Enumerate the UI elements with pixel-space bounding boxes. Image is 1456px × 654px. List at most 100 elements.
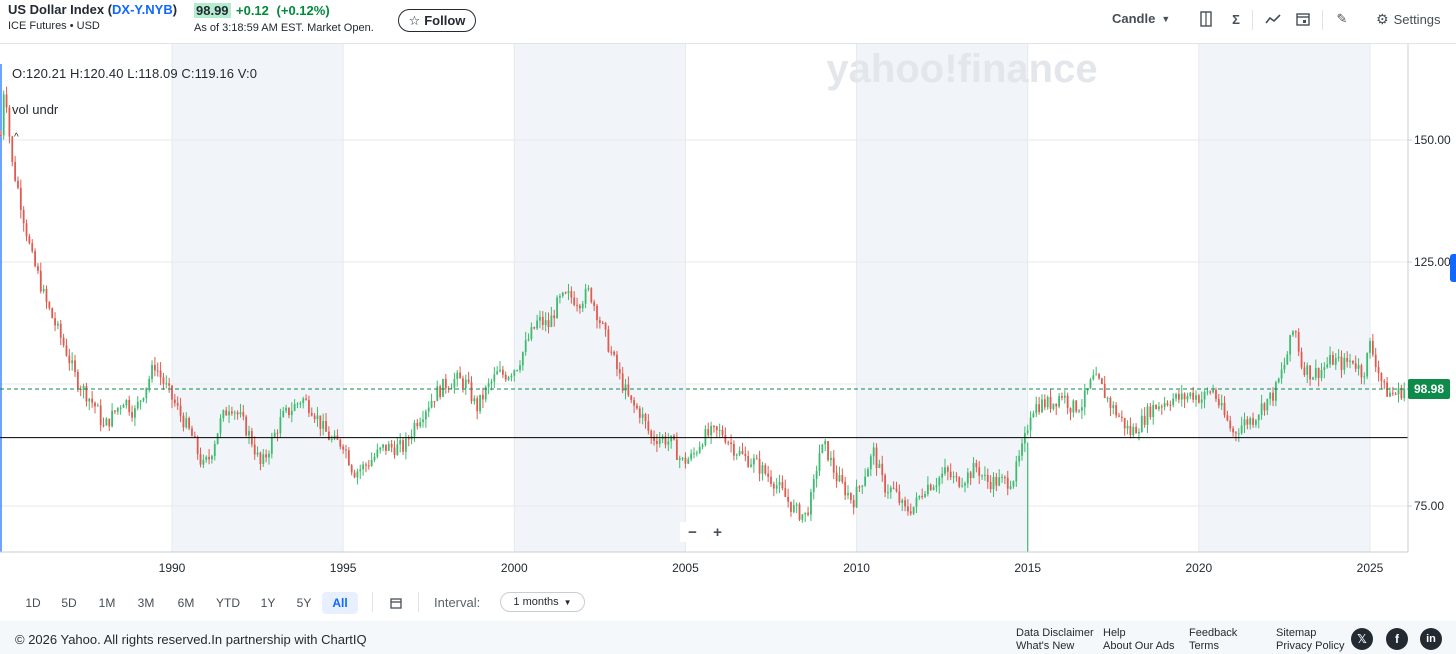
candle-body [216,433,219,445]
drawing-icon[interactable] [1264,9,1282,29]
chart-type-dropdown[interactable]: Candle ▼ [1112,11,1170,26]
linkedin-icon[interactable]: in [1420,628,1442,650]
compare-icon[interactable] [1198,9,1214,29]
candle-body [1274,382,1277,401]
footer-link-terms[interactable]: Terms [1189,640,1219,652]
footer-link-sitemap[interactable]: Sitemap [1276,627,1317,639]
candle-body [915,497,918,507]
follow-button[interactable]: ☆ Follow [398,9,476,32]
candle-body [633,400,635,406]
candle-body [849,493,852,500]
candle-body [1369,340,1371,353]
chart-canvas[interactable]: yahoo!finance 1990 1995 2000 2005 2010 2015 20… [0,44,1456,584]
candle-body [770,476,772,484]
range-button-all[interactable]: All [322,592,358,614]
candle-body [969,472,972,479]
candle-body [325,421,327,432]
candle-body [1294,331,1297,333]
range-button-5y[interactable]: 5Y [296,596,312,610]
candle-body [393,447,396,455]
candle-body [1103,383,1106,399]
calendar-icon[interactable] [388,592,404,614]
candle-body [587,288,590,290]
candle-body [772,483,775,489]
candle-body [276,432,279,434]
candle-body [102,425,105,427]
collapse-icon[interactable]: ^ [14,132,19,143]
footer-link-help[interactable]: Help [1103,627,1126,639]
settings-label: Settings [1393,12,1441,27]
candle-body [844,481,847,496]
candle-body [168,383,171,386]
candle-body [1126,425,1129,429]
candle-body [499,369,501,372]
candle-body [1098,374,1100,379]
candle-body [578,305,581,309]
candle-body [1203,392,1206,400]
candle-body [1146,406,1149,425]
footer-link-privacy[interactable]: Privacy Policy [1276,640,1345,652]
range-button-5d[interactable]: 5D [61,596,77,610]
price-chart[interactable]: yahoo!finance 1990 1995 2000 2005 2010 2015 20… [0,44,1456,584]
footer-link-data-disclaimer[interactable]: Data Disclaimer [1016,627,1094,639]
candle-body [1312,377,1314,380]
indicators-icon[interactable]: Σ [1232,11,1240,27]
volume-label: vol undr [12,102,59,117]
x-tick-label: 2025 [1357,561,1384,575]
side-panel-tab[interactable] [1450,254,1456,282]
range-button-ytd[interactable]: YTD [216,596,240,610]
candle-body [1180,393,1183,400]
candle-body [1041,399,1043,413]
settings-button[interactable]: ⚙ Settings [1376,11,1441,28]
candle-body [239,412,242,415]
facebook-icon[interactable]: f [1386,628,1408,650]
candle-body [427,407,430,412]
candle-body [501,369,504,375]
range-button-1d[interactable]: 1D [25,596,41,610]
candle-body [1118,415,1120,417]
candle-body [74,360,76,373]
events-icon[interactable] [1295,9,1311,29]
range-button-3m[interactable]: 3M [137,596,155,610]
candle-body [667,441,670,445]
candle-body [85,385,88,402]
candle-body [621,373,624,391]
footer-link-about-ads[interactable]: About Our Ads [1103,640,1175,652]
candle-body [553,315,556,319]
range-button-6m[interactable]: 6M [177,596,195,610]
candle-body [387,443,390,451]
candle-body [1177,393,1180,400]
candle-body [176,403,179,406]
candle-body [944,467,946,474]
candle-body [1138,432,1140,434]
footer-link-feedback[interactable]: Feedback [1189,627,1238,639]
zoom-in-button[interactable]: + [713,523,722,541]
candle-body [616,354,618,370]
candle-body [211,456,213,460]
candle-body [1120,416,1123,418]
candle-body [1263,403,1266,411]
candle-body [1237,433,1240,435]
range-button-1m[interactable]: 1M [98,596,116,610]
candle-body [875,447,878,468]
range-button-1y[interactable]: 1Y [260,596,276,610]
instrument-symbol[interactable]: DX-Y.NYB [112,2,173,17]
candle-body [196,437,199,455]
candle-body [918,495,921,498]
candle-body [59,323,62,338]
candle-body [701,445,704,447]
pencil-icon[interactable]: ✎ [1336,11,1348,26]
candle-body [1123,417,1126,429]
candle-body [256,452,259,455]
zoom-out-button[interactable]: − [688,523,697,541]
footer-link-whats-new[interactable]: What's New [1016,640,1075,652]
candle-body [758,458,761,474]
candle-body [744,453,747,457]
candle-body [670,435,673,442]
candle-body [607,329,610,352]
interval-dropdown[interactable]: 1 months ▼ [500,592,585,612]
x-icon[interactable]: 𝕏 [1351,628,1373,650]
candle-body [54,318,56,326]
candle-body [242,412,245,417]
candle-body [653,436,655,441]
